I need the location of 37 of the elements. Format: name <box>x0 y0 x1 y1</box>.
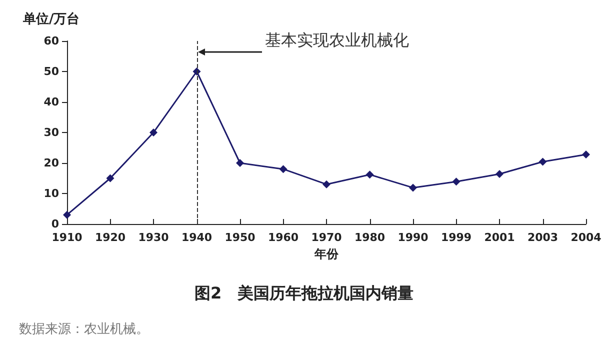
point <box>279 165 288 174</box>
y-tick-label: 10 <box>44 187 60 200</box>
text: 图2 美国历年拖拉机国内销量 <box>194 284 414 302</box>
x-tick-label: 1920 <box>94 231 126 244</box>
y-tick-label: 40 <box>44 96 60 108</box>
x-tick-label: 2001 <box>484 231 515 244</box>
point <box>538 158 547 166</box>
y-tick-label: 0 <box>51 218 60 230</box>
x-tick-label: 1999 <box>440 231 472 244</box>
x-tick-label: 2003 <box>527 231 558 244</box>
x-tick-label: 1940 <box>181 231 212 244</box>
y-axis-title: 单位/万台 <box>22 11 80 27</box>
point <box>106 174 114 182</box>
x-tick-label: 1980 <box>354 231 386 244</box>
point <box>236 159 244 167</box>
point <box>409 184 417 192</box>
point <box>322 180 330 188</box>
y-tick-label: 30 <box>44 126 60 139</box>
x-tick-label: 1990 <box>398 231 429 244</box>
x-tick-label: 1960 <box>268 231 299 244</box>
point <box>63 210 71 219</box>
x-axis-title: 年份 <box>314 247 340 261</box>
point <box>366 170 374 179</box>
point <box>496 170 504 178</box>
x-tick-label: 1970 <box>311 231 342 244</box>
x-tick-label: 2004 <box>570 231 602 244</box>
point <box>452 178 460 186</box>
point <box>582 150 590 158</box>
x-tick-label: 1910 <box>52 231 83 244</box>
source-note: 数据来源：农业机械。 <box>19 322 149 337</box>
ref-line-label: 基本实现农业机械化 <box>264 30 409 50</box>
point <box>150 128 158 136</box>
y-tick-label: 60 <box>44 34 60 48</box>
x-tick-label: 1930 <box>138 231 170 244</box>
x-tick-label: 1950 <box>224 231 256 244</box>
y-tick-label: 20 <box>44 156 60 170</box>
y-tick-label: 50 <box>44 65 60 78</box>
